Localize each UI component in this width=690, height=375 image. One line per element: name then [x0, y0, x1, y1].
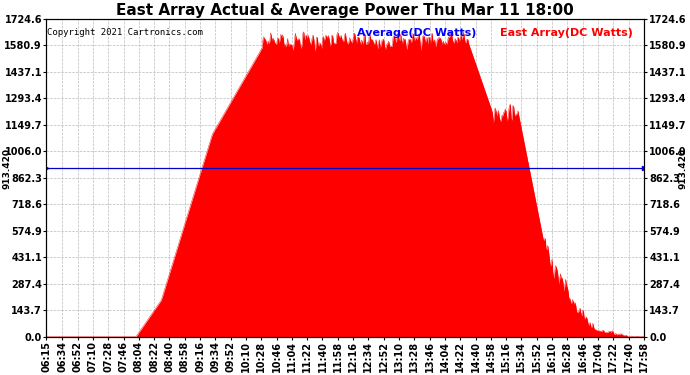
Text: Average(DC Watts): Average(DC Watts): [357, 28, 476, 39]
Text: East Array(DC Watts): East Array(DC Watts): [500, 28, 633, 39]
Title: East Array Actual & Average Power Thu Mar 11 18:00: East Array Actual & Average Power Thu Ma…: [116, 3, 574, 18]
Text: Copyright 2021 Cartronics.com: Copyright 2021 Cartronics.com: [48, 28, 204, 38]
Text: 913.420: 913.420: [678, 148, 687, 189]
Text: 913.420: 913.420: [3, 148, 12, 189]
